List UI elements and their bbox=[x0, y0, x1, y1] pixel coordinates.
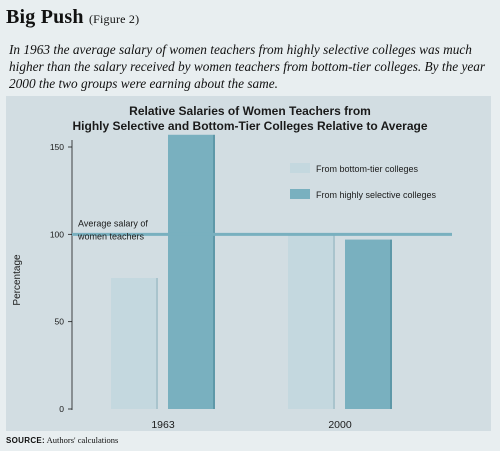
source-label: SOURCE: bbox=[6, 436, 45, 445]
plot-card bbox=[6, 96, 491, 431]
legend-label-highly-selective: From highly selective colleges bbox=[316, 190, 437, 200]
chart-title-line-2: Highly Selective and Bottom-Tier College… bbox=[72, 119, 428, 133]
y-tick-label: 150 bbox=[50, 142, 64, 152]
y-axis-label: Percentage bbox=[12, 254, 23, 306]
legend-swatch-highly-selective bbox=[290, 189, 310, 199]
bar-shade bbox=[213, 134, 215, 410]
x-tick-label: 1963 bbox=[151, 419, 175, 431]
legend-label-bottom-tier: From bottom-tier colleges bbox=[316, 164, 419, 174]
y-tick-label: 100 bbox=[50, 229, 64, 239]
y-tick-label: 0 bbox=[59, 404, 64, 414]
bar-1963-highly-selective bbox=[168, 134, 213, 410]
figure-title: Big Push bbox=[6, 6, 84, 28]
figure-header: Big Push (Figure 2) bbox=[6, 6, 494, 29]
bar-shade bbox=[333, 234, 335, 409]
y-tick-label: 50 bbox=[55, 317, 65, 327]
figure-ref: (Figure 2) bbox=[88, 12, 140, 26]
reference-line-label-1: Average salary of bbox=[78, 218, 148, 228]
bar-shade bbox=[390, 239, 392, 409]
figure-title-line: Big Push (Figure 2) bbox=[6, 6, 494, 29]
figure-description: In 1963 the average salary of women teac… bbox=[9, 42, 486, 91]
bar-shade bbox=[156, 278, 158, 409]
source-text: Authors' calculations bbox=[46, 435, 119, 445]
reference-line-label-2: women teachers bbox=[77, 231, 145, 241]
source-note: SOURCE: Authors' calculations bbox=[6, 435, 118, 445]
legend-swatch-bottom-tier bbox=[290, 163, 310, 173]
x-tick-label: 2000 bbox=[328, 419, 352, 431]
chart-title-line-1: Relative Salaries of Women Teachers from bbox=[129, 104, 371, 118]
bar-2000-bottom-tier bbox=[288, 234, 333, 409]
bar-1963-bottom-tier bbox=[111, 278, 156, 409]
bar-2000-highly-selective bbox=[345, 239, 390, 409]
chart-title: Relative Salaries of Women Teachers from… bbox=[0, 104, 500, 134]
